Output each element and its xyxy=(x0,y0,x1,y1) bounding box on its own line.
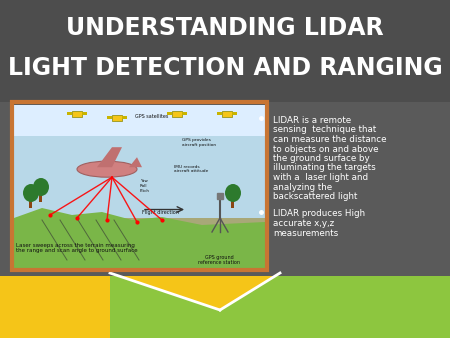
Bar xyxy=(112,115,122,121)
Polygon shape xyxy=(97,147,122,167)
Text: sensing  technique that: sensing technique that xyxy=(273,125,376,135)
Bar xyxy=(72,111,82,117)
Ellipse shape xyxy=(23,184,39,202)
Text: Flight direction: Flight direction xyxy=(142,210,179,215)
Bar xyxy=(167,112,172,115)
Ellipse shape xyxy=(77,161,137,177)
Bar xyxy=(231,198,234,208)
Bar xyxy=(67,112,72,115)
Text: LIDAR is a remote: LIDAR is a remote xyxy=(273,116,351,125)
Bar xyxy=(14,136,265,223)
Text: LIDAR produces High: LIDAR produces High xyxy=(273,210,365,218)
Polygon shape xyxy=(129,157,142,167)
Text: Yaw
Roll
Pitch: Yaw Roll Pitch xyxy=(140,179,150,193)
Text: with a  laser light and: with a laser light and xyxy=(273,173,368,182)
Polygon shape xyxy=(14,208,265,268)
Bar xyxy=(222,111,232,117)
Polygon shape xyxy=(110,273,450,338)
Bar xyxy=(107,116,112,119)
Ellipse shape xyxy=(33,178,49,196)
Text: can measure the distance: can measure the distance xyxy=(273,135,387,144)
Bar xyxy=(122,116,127,119)
Bar xyxy=(39,192,42,202)
Bar xyxy=(182,112,187,115)
Bar xyxy=(14,218,265,268)
Polygon shape xyxy=(0,276,450,338)
Text: GPS provides
aircraft position: GPS provides aircraft position xyxy=(182,138,216,147)
Text: GPS satellites: GPS satellites xyxy=(135,114,169,119)
Bar xyxy=(0,102,450,276)
Bar xyxy=(172,111,182,117)
Text: LIGHT DETECTION AND RANGING: LIGHT DETECTION AND RANGING xyxy=(8,56,442,80)
Text: GPS ground
reference station: GPS ground reference station xyxy=(198,255,240,265)
Bar xyxy=(12,102,267,270)
Text: backscattered light: backscattered light xyxy=(273,192,357,201)
Bar xyxy=(14,104,265,136)
Text: measurements: measurements xyxy=(273,228,338,238)
Text: to objects on and above: to objects on and above xyxy=(273,145,378,153)
Ellipse shape xyxy=(225,184,241,202)
Bar xyxy=(29,198,32,208)
Text: Laser sweeps across the terrain measuring
the range and scan angle to ground sur: Laser sweeps across the terrain measurin… xyxy=(16,243,138,254)
Bar xyxy=(217,112,222,115)
Bar xyxy=(232,112,237,115)
Bar xyxy=(82,112,87,115)
Bar xyxy=(0,0,450,102)
Text: accurate x,y,z: accurate x,y,z xyxy=(273,219,334,228)
Text: analyzing the: analyzing the xyxy=(273,183,332,192)
Text: the ground surface by: the ground surface by xyxy=(273,154,369,163)
Text: UNDERSTANDING LIDAR: UNDERSTANDING LIDAR xyxy=(66,16,384,40)
Text: IMU records
aircraft attitude: IMU records aircraft attitude xyxy=(174,165,208,173)
Text: illuminating the targets: illuminating the targets xyxy=(273,164,376,172)
